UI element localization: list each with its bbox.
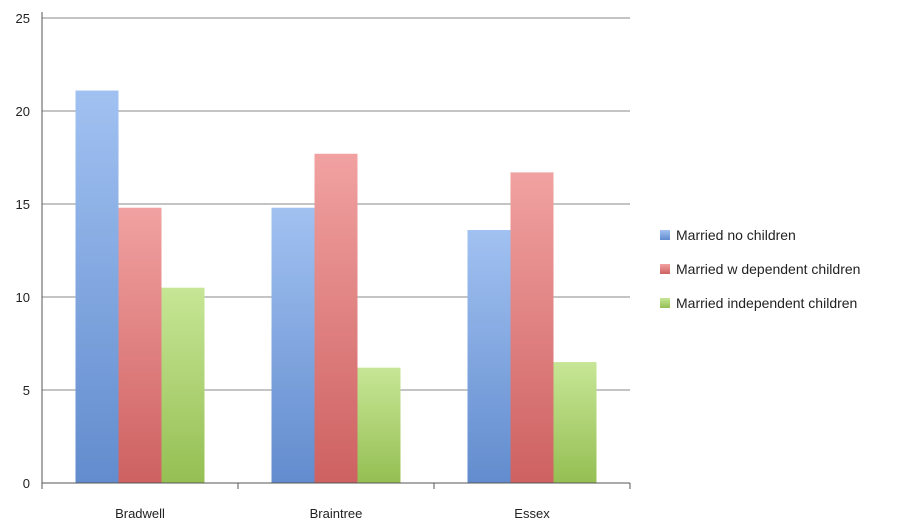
legend: Married no children Married w dependent c… — [660, 227, 860, 311]
bar — [357, 367, 401, 483]
bars — [75, 90, 597, 483]
bar — [510, 172, 554, 483]
y-tick-label: 5 — [23, 383, 30, 398]
bar — [75, 90, 119, 483]
legend-label: Married no children — [676, 227, 796, 243]
legend-swatch — [660, 264, 670, 274]
bar — [314, 153, 358, 483]
y-tick-label: 20 — [16, 104, 30, 119]
legend-swatch — [660, 298, 670, 308]
y-tick-label: 10 — [16, 290, 30, 305]
y-tick-label: 0 — [23, 476, 30, 491]
x-tick-label: Bradwell — [115, 506, 165, 521]
bar — [467, 230, 511, 483]
legend-label: Married independent children — [676, 295, 857, 311]
bar — [118, 207, 162, 483]
axes: 0 5 10 15 20 25 Bradwell Braintree Essex — [16, 11, 631, 521]
legend-swatch — [660, 230, 670, 240]
x-tick-label: Essex — [514, 506, 550, 521]
bar — [271, 207, 315, 483]
bar — [553, 362, 597, 483]
y-tick-label: 15 — [16, 197, 30, 212]
bar — [161, 287, 205, 483]
legend-label: Married w dependent children — [676, 261, 860, 277]
y-tick-label: 25 — [16, 11, 30, 26]
x-tick-label: Braintree — [310, 506, 363, 521]
